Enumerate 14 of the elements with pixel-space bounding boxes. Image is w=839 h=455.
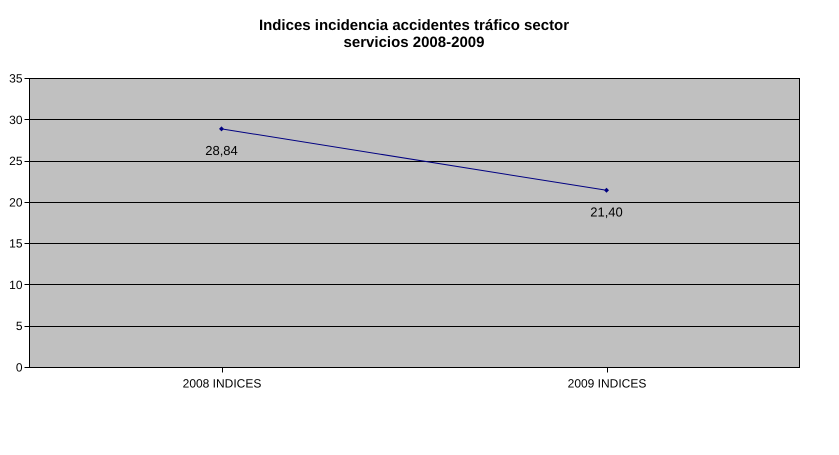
y-tick-label: 25 — [9, 154, 23, 168]
text: servicios 2008-2009 — [344, 34, 484, 51]
y-tick-label: 0 — [16, 360, 23, 374]
data-label: 28,84 — [205, 142, 238, 158]
y-tick-label: 35 — [9, 72, 23, 86]
y-tick-label: 10 — [9, 278, 23, 292]
y-tick-label: 15 — [9, 236, 23, 251]
x-tick-label: 2008 INDICES — [182, 376, 262, 390]
x-tick-label: 2009 INDICES — [568, 376, 646, 390]
y-tick-label: 20 — [9, 195, 23, 210]
y-tick-label: 30 — [9, 112, 23, 127]
text: Indices incidencia accidentes tráfico sector — [258, 17, 570, 34]
data-label: 21,40 — [590, 204, 623, 220]
y-tick-label: 5 — [16, 319, 23, 334]
